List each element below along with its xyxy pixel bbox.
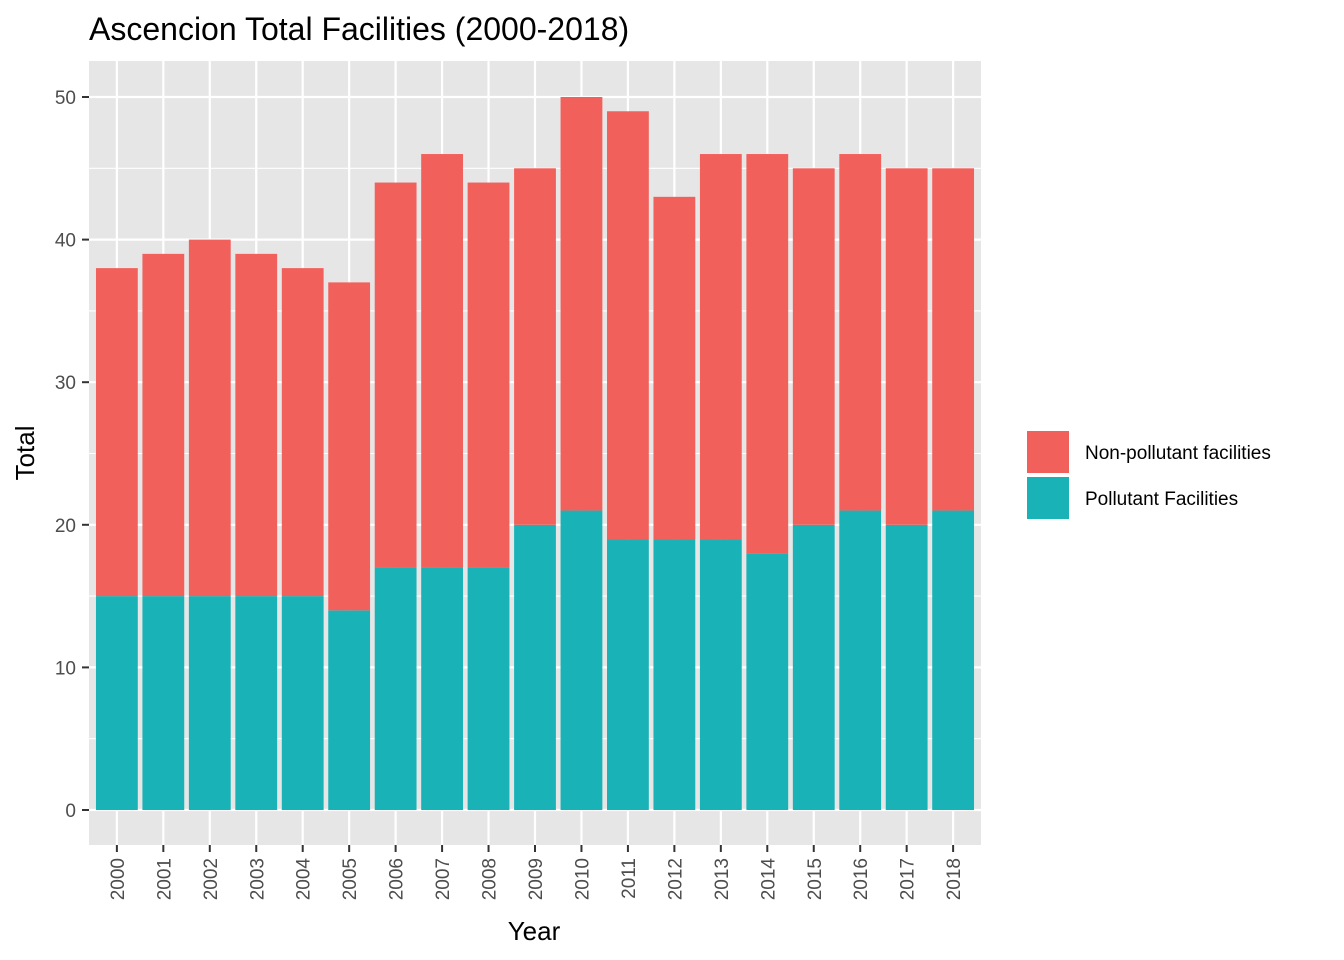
bar-non-pollutant-facilities-2011 <box>607 111 649 540</box>
x-tick-label: 2009 <box>526 858 547 900</box>
bar-pollutant-facilities-2004 <box>281 596 324 810</box>
legend-swatch-pollutant-facilities <box>1025 475 1071 521</box>
bar-pollutant-facilities-2011 <box>607 539 649 810</box>
x-tick-label: 2001 <box>154 858 175 900</box>
y-axis-title: Total <box>10 426 40 481</box>
x-tick-label: 2013 <box>712 858 733 900</box>
bar-non-pollutant-facilities-2002 <box>188 239 231 597</box>
bar-non-pollutant-facilities-2013 <box>699 154 742 540</box>
x-tick-label: 2017 <box>898 858 919 900</box>
bar-pollutant-facilities-2008 <box>467 567 510 810</box>
y-tick-label: 20 <box>55 516 76 537</box>
bar-pollutant-facilities-2010 <box>560 510 603 810</box>
bar-pollutant-facilities-2002 <box>188 596 231 810</box>
y-axis: 0 10 20 30 40 50 <box>55 88 89 822</box>
bar-non-pollutant-facilities-2012 <box>653 196 696 540</box>
bar-pollutant-facilities-2009 <box>514 524 556 810</box>
bar-pollutant-facilities-2000 <box>95 596 138 810</box>
bar-pollutant-facilities-2016 <box>839 510 882 810</box>
bar-non-pollutant-facilities-2018 <box>932 168 975 511</box>
bar-pollutant-facilities-2005 <box>328 610 371 810</box>
bar-non-pollutant-facilities-2003 <box>235 253 278 597</box>
bar-pollutant-facilities-2007 <box>421 567 463 810</box>
bar-pollutant-facilities-2012 <box>653 539 696 810</box>
bar-non-pollutant-facilities-2006 <box>374 182 417 568</box>
bar-non-pollutant-facilities-2014 <box>746 154 789 554</box>
x-tick-label: 2000 <box>108 858 129 900</box>
bar-pollutant-facilities-2013 <box>699 539 742 810</box>
bar-non-pollutant-facilities-2017 <box>885 168 928 525</box>
bars <box>95 97 975 810</box>
bar-non-pollutant-facilities-2016 <box>839 154 882 511</box>
x-tick-label: 2003 <box>247 858 268 900</box>
bar-non-pollutant-facilities-2004 <box>281 268 324 597</box>
legend-label-non-pollutant-facilities: Non-pollutant facilities <box>1085 443 1271 464</box>
y-tick-label: 10 <box>55 658 76 679</box>
bar-pollutant-facilities-2006 <box>374 567 417 810</box>
bar-pollutant-facilities-2014 <box>746 553 789 810</box>
bar-pollutant-facilities-2018 <box>932 510 975 810</box>
x-tick-label: 2011 <box>619 858 640 899</box>
bar-non-pollutant-facilities-2005 <box>328 282 371 611</box>
bar-non-pollutant-facilities-2000 <box>95 268 138 597</box>
x-axis-title: Year <box>508 916 561 946</box>
x-tick-label: 2008 <box>480 858 501 900</box>
bar-pollutant-facilities-2015 <box>792 524 835 810</box>
bar-non-pollutant-facilities-2015 <box>792 168 835 525</box>
bar-pollutant-facilities-2001 <box>142 596 185 810</box>
bar-non-pollutant-facilities-2001 <box>142 253 185 597</box>
x-tick-label: 2004 <box>294 858 315 901</box>
bar-non-pollutant-facilities-2007 <box>421 154 463 568</box>
x-tick-label: 2010 <box>572 858 593 900</box>
x-axis: 2000 2001 2002 2003 2004 2005 2006 2007 2008 2009… <box>108 845 965 900</box>
y-tick-label: 40 <box>55 231 76 252</box>
x-tick-label: 2012 <box>665 858 686 900</box>
x-tick-label: 2007 <box>433 858 454 900</box>
y-tick-label: 30 <box>55 373 76 394</box>
bar-pollutant-facilities-2017 <box>885 524 928 810</box>
legend-label-pollutant-facilities: Pollutant Facilities <box>1085 489 1238 510</box>
x-tick-label: 2006 <box>387 858 408 900</box>
x-tick-label: 2015 <box>805 858 826 900</box>
bar-pollutant-facilities-2003 <box>235 596 278 810</box>
x-tick-label: 2005 <box>340 858 361 900</box>
legend-swatch-non-pollutant-facilities <box>1025 429 1071 475</box>
x-tick-label: 2018 <box>944 858 965 900</box>
bar-non-pollutant-facilities-2008 <box>467 182 510 568</box>
chart-title: Ascencion Total Facilities (2000-2018) <box>89 11 629 47</box>
bar-non-pollutant-facilities-2009 <box>514 168 556 525</box>
bar-non-pollutant-facilities-2010 <box>560 97 603 511</box>
x-tick-label: 2014 <box>758 858 779 901</box>
x-tick-label: 2016 <box>851 858 872 900</box>
legend: Non-pollutant facilities Pollutant Facili… <box>1025 429 1271 521</box>
x-tick-label: 2002 <box>201 858 222 900</box>
y-tick-label: 0 <box>65 801 76 822</box>
y-tick-label: 50 <box>55 88 76 109</box>
